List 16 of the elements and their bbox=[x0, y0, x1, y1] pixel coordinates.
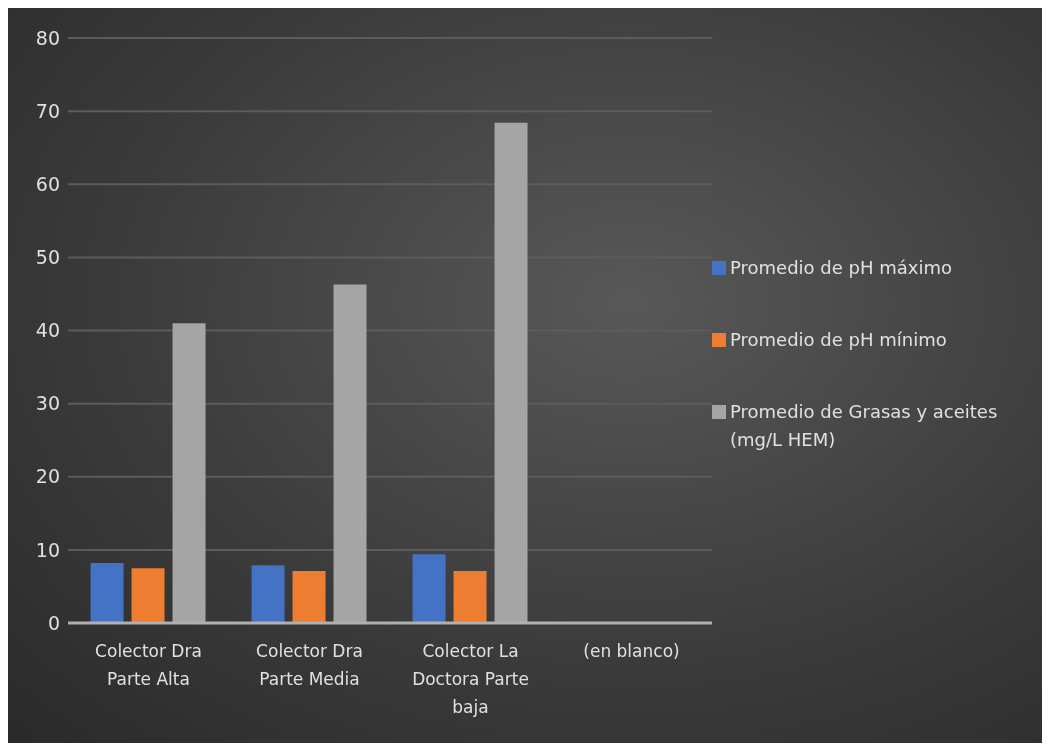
x-tick-label: (en blanco) bbox=[583, 641, 680, 661]
y-tick-label: 0 bbox=[47, 611, 60, 634]
x-tick-label: Colector Dra Parte Media bbox=[256, 641, 363, 689]
x-tick-label: Colector La Doctora Parte baja bbox=[412, 641, 529, 717]
legend-label: Promedio de Grasas y aceites (mg/L HEM) bbox=[730, 399, 999, 452]
y-tick-label: 70 bbox=[35, 99, 60, 122]
y-tick-label: 10 bbox=[35, 538, 60, 561]
legend-label: Promedio de pH máximo bbox=[730, 255, 952, 280]
y-tick-label: 80 bbox=[35, 26, 60, 49]
x-tick-label: Colector Dra Parte Alta bbox=[95, 641, 202, 689]
y-tick-label: 60 bbox=[35, 172, 60, 195]
legend-label: Promedio de pH mínimo bbox=[730, 327, 947, 352]
y-tick-label: 20 bbox=[35, 465, 60, 488]
y-tick-label: 30 bbox=[35, 392, 60, 415]
y-tick-label: 50 bbox=[35, 246, 60, 269]
y-tick-label: 40 bbox=[35, 319, 60, 342]
